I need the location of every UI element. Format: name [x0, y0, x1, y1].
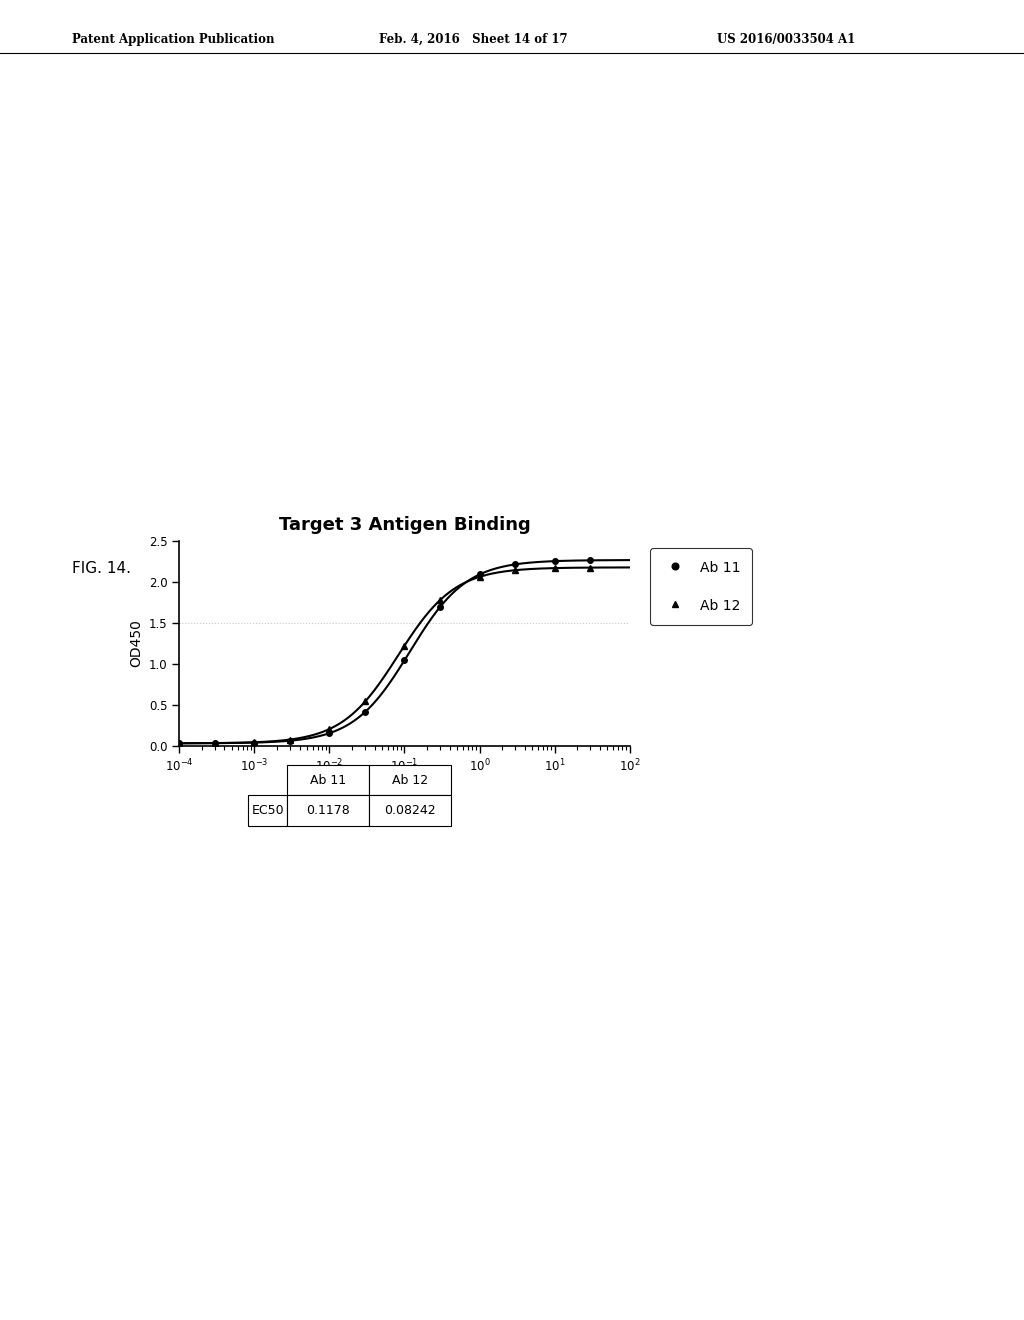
- Ab 12: [324, 721, 336, 737]
- Ab 11: [434, 599, 446, 615]
- Ab 11: [284, 733, 296, 748]
- Ab 11: [549, 553, 561, 569]
- Text: Patent Application Publication: Patent Application Publication: [72, 33, 274, 46]
- Ab 12: [173, 735, 185, 751]
- Ab 12: [284, 731, 296, 747]
- Ab 12: [209, 735, 221, 751]
- Ab 12: [434, 591, 446, 607]
- Text: US 2016/0033504 A1: US 2016/0033504 A1: [717, 33, 855, 46]
- Ab 12: [509, 562, 521, 578]
- Line: Ab 12: Ab 12: [176, 565, 593, 746]
- Ab 12: [549, 560, 561, 576]
- Text: FIG. 14.: FIG. 14.: [72, 561, 131, 576]
- Ab 11: [248, 735, 260, 751]
- Ab 12: [359, 693, 372, 709]
- Ab 12: [585, 560, 597, 576]
- Ab 11: [398, 652, 411, 668]
- Line: Ab 11: Ab 11: [176, 557, 593, 746]
- Title: Target 3 Antigen Binding: Target 3 Antigen Binding: [279, 516, 530, 535]
- Y-axis label: OD450: OD450: [129, 619, 143, 668]
- Text: Feb. 4, 2016   Sheet 14 of 17: Feb. 4, 2016 Sheet 14 of 17: [379, 33, 567, 46]
- Ab 11: [509, 557, 521, 573]
- X-axis label: Conc. (nM): Conc. (nM): [362, 780, 446, 793]
- Ab 11: [473, 566, 485, 582]
- Ab 11: [585, 552, 597, 568]
- Legend: Ab 11, Ab 12: Ab 11, Ab 12: [650, 548, 752, 626]
- Ab 12: [473, 569, 485, 585]
- Ab 12: [248, 734, 260, 750]
- Ab 11: [173, 735, 185, 751]
- Ab 11: [324, 725, 336, 741]
- Ab 12: [398, 638, 411, 653]
- Ab 11: [209, 735, 221, 751]
- Ab 11: [359, 704, 372, 719]
